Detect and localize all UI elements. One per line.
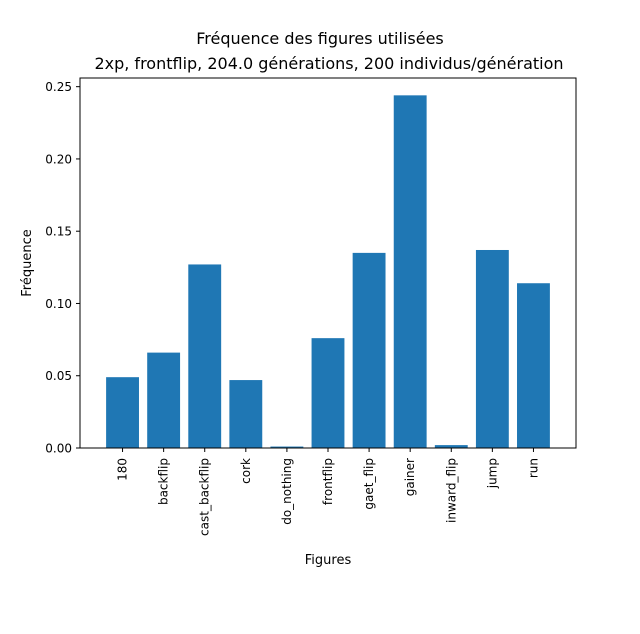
bar-frontflip: [311, 338, 345, 448]
x-tick-label: backflip: [157, 458, 171, 505]
x-tick-label: do_nothing: [280, 458, 294, 525]
x-tick-label: gainer: [403, 458, 417, 496]
x-tick-label: cast_backflip: [198, 458, 212, 536]
x-axis: 180 backflip cast_backflip cork do_nothing fr…: [116, 448, 540, 536]
chart-title: Fréquence des figures utilisées: [196, 29, 444, 48]
bar-do_nothing: [270, 446, 304, 448]
bar-gaet_flip: [352, 252, 386, 448]
x-tick-label: run: [526, 458, 540, 478]
y-tick-label: 0.10: [45, 297, 72, 311]
bar-inward_flip: [434, 445, 468, 448]
x-tick-label: cork: [239, 458, 253, 484]
bar-run: [517, 283, 550, 448]
y-tick-label: 0.05: [45, 369, 72, 383]
y-tick-label: 0.20: [45, 152, 72, 166]
bar-180: [106, 377, 139, 448]
y-axis-label: Fréquence: [20, 229, 35, 296]
x-tick-label: jump: [485, 458, 499, 489]
chart-subtitle: 2xp, frontflip, 204.0 générations, 200 i…: [94, 54, 563, 73]
y-tick-label: 0.00: [45, 442, 72, 456]
x-tick-label: frontflip: [321, 458, 335, 505]
x-tick-label: gaet_flip: [362, 458, 376, 510]
bars-group: [106, 95, 550, 448]
bar-backflip: [147, 352, 181, 448]
y-axis: 0.00 0.05 0.10 0.15 0.20 0.25: [45, 80, 80, 456]
plot-frame: [79, 77, 577, 449]
x-tick-label: inward_flip: [444, 458, 458, 523]
bar-cast_backflip: [188, 264, 222, 448]
y-tick-label: 0.15: [45, 225, 72, 239]
bar-gainer: [393, 95, 427, 448]
x-axis-label: Figures: [305, 553, 352, 568]
bar-jump: [475, 249, 509, 448]
x-tick-label: 180: [116, 458, 130, 481]
y-tick-label: 0.25: [45, 80, 72, 94]
bar-cork: [229, 380, 263, 448]
